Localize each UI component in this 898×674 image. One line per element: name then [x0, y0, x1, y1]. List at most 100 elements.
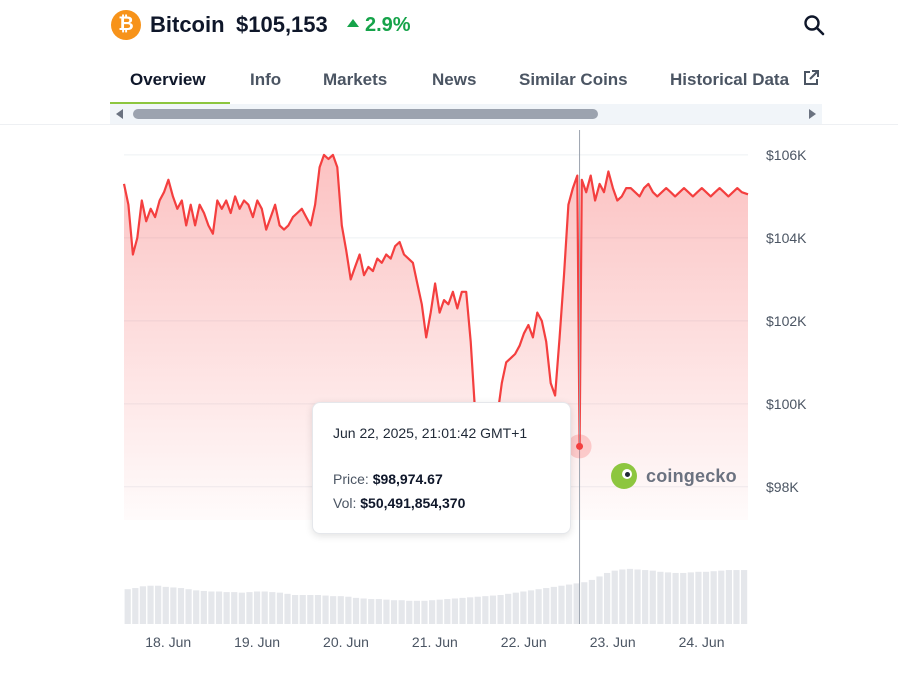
volume-bar [543, 588, 550, 624]
volume-bar [436, 599, 443, 624]
volume-bar [307, 595, 314, 624]
volume-bar [702, 571, 710, 624]
volume-bar [733, 570, 740, 624]
volume-bar [253, 591, 261, 624]
volume-bar [383, 599, 390, 624]
x-tick-label: 21. Jun [412, 634, 458, 650]
tab-news[interactable]: News [432, 70, 477, 89]
volume-bar [527, 590, 535, 624]
volume-bar [512, 592, 519, 624]
volume-bar [185, 589, 192, 624]
hover-point [576, 442, 584, 450]
volume-bar [208, 591, 215, 624]
volume-bar [520, 591, 527, 624]
chart-tooltip: Jun 22, 2025, 21:01:42 GMT+1 Price: $98,… [312, 402, 571, 534]
volume-bar [725, 570, 732, 624]
x-tick-label: 24. Jun [679, 634, 725, 650]
volume-bar [710, 571, 717, 624]
volume-bar [588, 579, 596, 624]
tooltip-date: Jun 22, 2025, 21:01:42 GMT+1 [333, 425, 528, 441]
volume-bar [421, 600, 428, 624]
coin-name: Bitcoin [150, 12, 225, 37]
volume-bar [352, 597, 360, 624]
volume-bar [322, 595, 329, 624]
volume-bar [459, 597, 466, 624]
y-tick-label: $106K [766, 147, 807, 163]
volume-bar [649, 570, 656, 624]
volume-bar [398, 600, 405, 624]
volume-bar [687, 572, 694, 624]
volume-bar [558, 585, 565, 624]
volume-bar [467, 597, 474, 624]
x-tick-label: 18. Jun [145, 634, 191, 650]
volume-bar [223, 592, 230, 624]
volume-bar [497, 595, 504, 624]
volume-bar [193, 590, 200, 624]
volume-bar [581, 582, 588, 624]
volume-bar [261, 591, 268, 624]
scrollbar-thumb[interactable] [133, 109, 598, 119]
volume-bar [284, 593, 291, 624]
tooltip-volume: Vol: $50,491,854,370 [333, 495, 466, 511]
volume-bar [155, 585, 162, 624]
tab-overview[interactable]: Overview [130, 70, 206, 89]
volume-bar [390, 600, 398, 624]
volume-bar [406, 600, 413, 624]
volume-bar [474, 596, 481, 624]
volume-bar [276, 592, 284, 624]
volume-bar [292, 595, 299, 624]
scroll-left-arrow-icon[interactable] [116, 109, 123, 119]
volume-bar [444, 599, 451, 624]
coin-tabs: Overview Info Markets News Similar Coins… [110, 62, 840, 104]
volume-bar [269, 592, 276, 624]
tabs-scrollbar[interactable] [110, 104, 822, 124]
volume-bar [360, 598, 367, 624]
volume-bar [642, 570, 649, 624]
price-area-fill [124, 154, 748, 520]
volume-bar [626, 568, 634, 624]
tab-historical-data[interactable]: Historical Data [670, 70, 790, 89]
volume-bar [604, 572, 611, 624]
search-icon[interactable] [802, 13, 826, 37]
volume-bar [428, 600, 436, 624]
volume-bar [375, 599, 382, 624]
volume-bar [299, 595, 306, 624]
volume-bar [330, 596, 337, 624]
scroll-right-arrow-icon[interactable] [809, 109, 816, 119]
volume-bar [573, 583, 580, 624]
volume-bar [337, 596, 344, 624]
volume-bar [200, 590, 207, 624]
active-tab-indicator [110, 102, 230, 104]
volume-bar [132, 588, 139, 624]
volume-bar [489, 595, 497, 624]
volume-bar [238, 592, 245, 624]
volume-bar [177, 588, 185, 624]
coin-price: $105,153 [236, 12, 328, 37]
volume-bar [231, 592, 238, 624]
tab-info[interactable]: Info [250, 70, 282, 89]
coin-header: ₿ Bitcoin $105,153 2.9% [0, 0, 898, 50]
price-change-percent: 2.9% [365, 14, 411, 36]
volume-bar [672, 572, 679, 624]
gecko-logo-icon [611, 463, 637, 489]
volume-bar [139, 586, 147, 624]
bitcoin-icon: ₿ [111, 10, 141, 40]
y-tick-label: $104K [766, 230, 807, 246]
caret-up-icon [347, 19, 359, 27]
volume-bar [740, 570, 748, 624]
volume-bar [565, 584, 573, 624]
volume-bar [664, 572, 672, 624]
x-tick-label: 19. Jun [234, 634, 280, 650]
tab-similar-coins[interactable]: Similar Coins [519, 70, 628, 89]
tab-markets[interactable]: Markets [323, 70, 388, 89]
volume-bar [124, 589, 131, 624]
volume-bar [345, 596, 352, 624]
volume-bar [215, 591, 223, 624]
volume-bar [680, 572, 687, 624]
volume-bar [147, 585, 154, 624]
volume-bar [413, 600, 420, 624]
volume-bar [170, 587, 177, 624]
volume-bar [314, 595, 322, 624]
coingecko-watermark: coingecko [611, 462, 741, 494]
